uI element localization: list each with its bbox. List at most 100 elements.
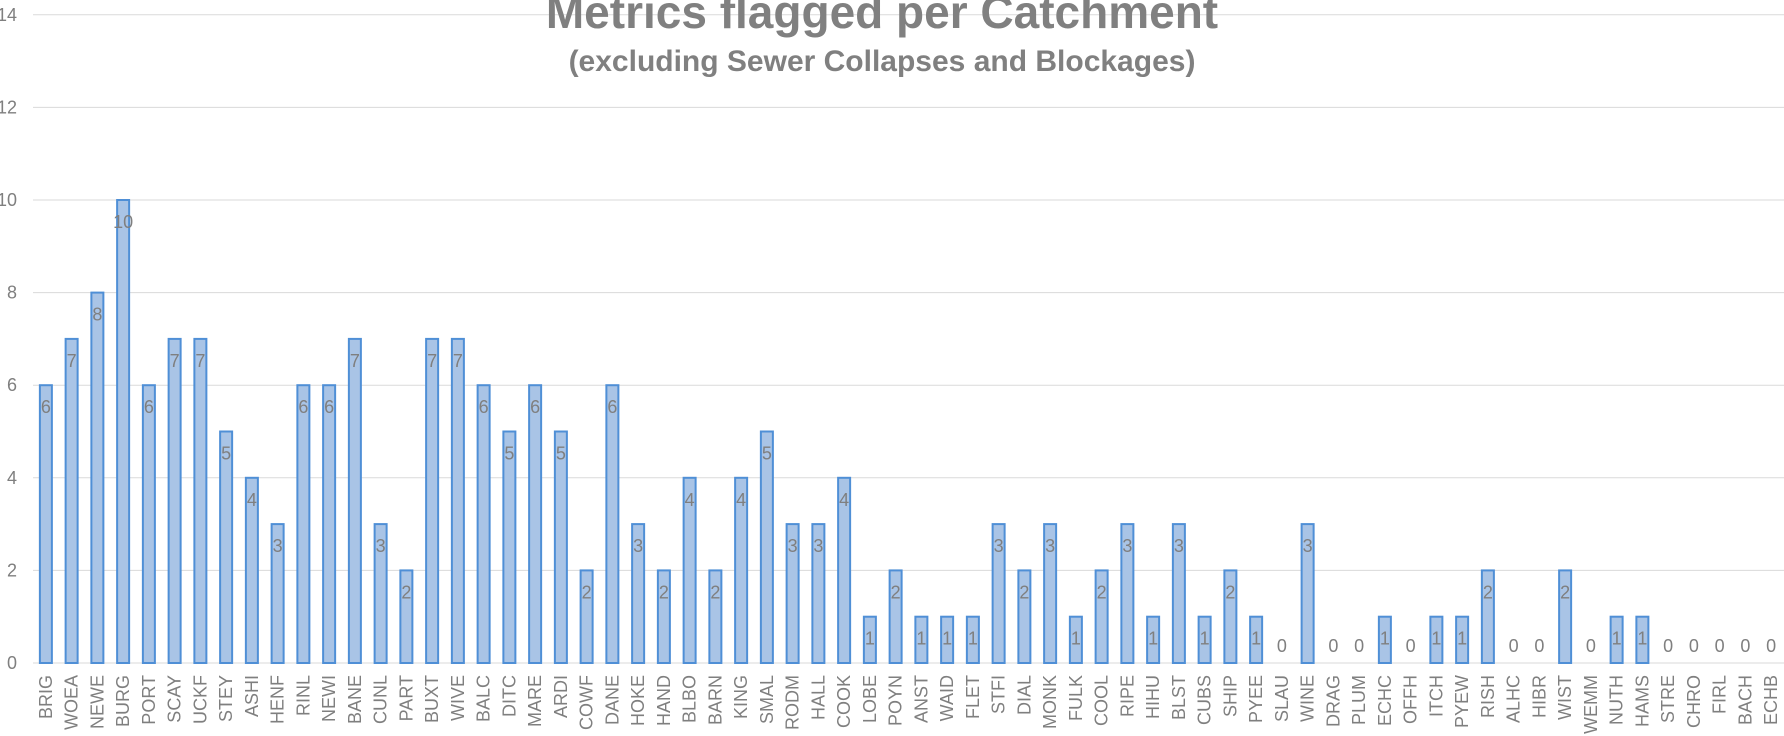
bar-anst (914, 615, 929, 665)
bar-wive (450, 337, 465, 664)
bar-dane (605, 384, 620, 664)
data-label: 6 (298, 397, 308, 417)
data-label: 4 (736, 490, 746, 510)
data-label: 1 (1612, 629, 1622, 649)
data-label: 6 (479, 397, 489, 417)
x-tick-label: HAND (654, 675, 674, 726)
x-tick-label: FIRL (1710, 675, 1730, 714)
bar-ardi (553, 430, 568, 664)
x-tick-label: ASHI (242, 675, 262, 717)
x-tick-label: WAID (937, 675, 957, 721)
y-tick-label: 12 (0, 97, 17, 117)
bar-flet (965, 615, 980, 665)
data-label: 5 (504, 444, 514, 464)
bar-fulk (1068, 615, 1083, 665)
data-label: 7 (350, 351, 360, 371)
bar-uckf (193, 337, 208, 664)
x-tick-label: SMAL (757, 675, 777, 724)
x-tick-label: PYEE (1246, 675, 1266, 723)
data-label: 2 (1483, 582, 1493, 602)
data-label: 1 (1380, 629, 1390, 649)
data-label: 2 (582, 582, 592, 602)
y-tick-label: 2 (7, 560, 17, 580)
bar-smal (759, 430, 774, 664)
data-label: 2 (1097, 582, 1107, 602)
bar-newe (90, 291, 105, 664)
x-tick-label: HALL (808, 675, 828, 720)
x-tick-label: SLAU (1272, 675, 1292, 722)
x-tick-label: BACH (1735, 675, 1755, 725)
data-label: 3 (376, 536, 386, 556)
bar-ripe (1120, 523, 1135, 664)
bar-burg (116, 199, 131, 664)
data-label: 8 (92, 305, 102, 325)
x-tick-label: BLST (1169, 675, 1189, 720)
data-label: 0 (1509, 636, 1519, 656)
bar-bane (347, 337, 362, 664)
x-tick-label: BLBO (680, 675, 700, 723)
x-tick-label: WIVE (448, 675, 468, 721)
data-label: 7 (427, 351, 437, 371)
data-label: 2 (710, 582, 720, 602)
chart-title: Metrics flagged per Catchment (546, 0, 1218, 38)
x-axis-ticks: BRIG WOEA NEWE BURG PORT SCAY UCKF STEY ASHI HENF… (36, 675, 1781, 734)
x-tick-label: NEWE (87, 675, 107, 729)
x-tick-label: ECHB (1761, 675, 1781, 725)
data-label: 4 (839, 490, 849, 510)
data-label: 0 (1406, 636, 1416, 656)
bar-ditc (502, 430, 517, 664)
x-tick-label: RINL (293, 675, 313, 716)
data-label: 1 (1637, 629, 1647, 649)
data-label: 3 (788, 536, 798, 556)
bar-stey (219, 430, 234, 664)
data-label: 7 (170, 351, 180, 371)
x-tick-label: BRIG (36, 675, 56, 719)
y-tick-label: 10 (0, 190, 17, 210)
x-tick-label: COOL (1092, 675, 1112, 726)
y-axis-ticks: 0 2 4 6 8 10 12 14 (0, 5, 17, 673)
data-label: 0 (1277, 636, 1287, 656)
x-tick-label: STRE (1658, 675, 1678, 723)
data-label: 7 (67, 351, 77, 371)
data-label: 1 (916, 629, 926, 649)
x-tick-label: BANE (345, 675, 365, 724)
x-tick-label: PLUM (1349, 675, 1369, 725)
bar-henf (270, 523, 285, 664)
bar-ashi (244, 476, 259, 664)
x-tick-label: HAMS (1632, 675, 1652, 727)
x-tick-label: LOBE (860, 675, 880, 723)
data-label: 0 (1534, 636, 1544, 656)
bar-buxt (425, 337, 440, 664)
data-label: 1 (942, 629, 952, 649)
data-label: 3 (273, 536, 283, 556)
x-tick-label: FULK (1066, 675, 1086, 721)
x-tick-label: WIST (1555, 675, 1575, 720)
x-tick-label: ANST (911, 675, 931, 723)
x-tick-label: HOKE (628, 675, 648, 726)
data-label: 0 (1328, 636, 1338, 656)
x-tick-label: SHIP (1220, 675, 1240, 717)
x-tick-label: ITCH (1426, 675, 1446, 717)
data-label: 0 (1689, 636, 1699, 656)
data-label: 0 (1586, 636, 1596, 656)
bars (38, 199, 1650, 665)
y-tick-label: 6 (7, 375, 17, 395)
bar-mare (528, 384, 543, 664)
bar-cool (1094, 569, 1109, 665)
gridlines (33, 14, 1784, 664)
bar-rodm (785, 523, 800, 664)
bar-nuth (1609, 615, 1624, 665)
data-label: 0 (1715, 636, 1725, 656)
data-label: 1 (1431, 629, 1441, 649)
data-label: 6 (530, 397, 540, 417)
bar-waid (940, 615, 955, 665)
bar-hams (1635, 615, 1650, 665)
bar-brig (38, 384, 53, 664)
data-label: 6 (144, 397, 154, 417)
x-tick-label: NUTH (1607, 675, 1627, 725)
bar-blbo (682, 476, 697, 664)
bar-poyn (888, 569, 903, 665)
y-tick-label: 14 (0, 5, 17, 25)
data-label: 3 (1174, 536, 1184, 556)
